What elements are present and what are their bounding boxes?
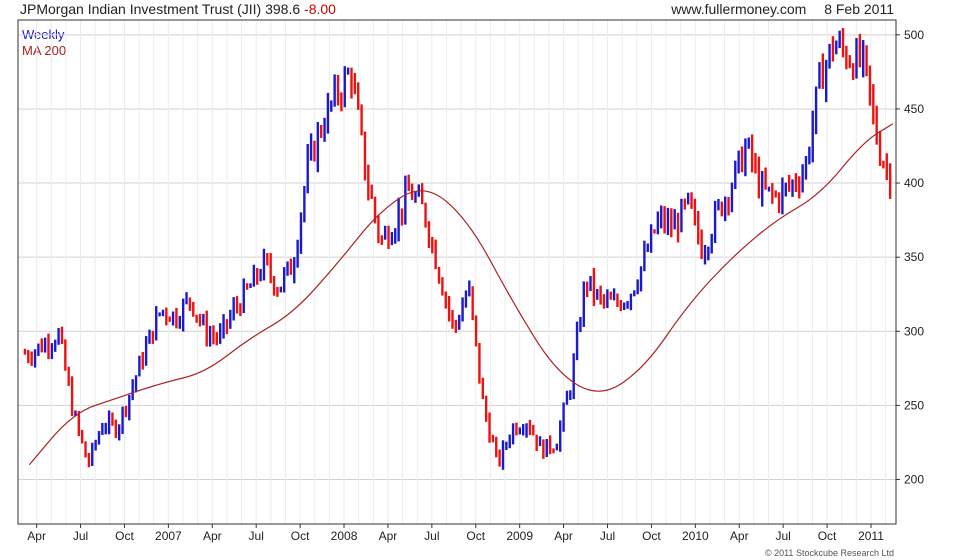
x-tick-label: Apr — [203, 529, 222, 543]
chart-title: JPMorgan Indian Investment Trust (JII) — [20, 1, 262, 17]
x-tick-label: Oct — [466, 529, 485, 543]
source-url: www.fullermoney.com — [671, 1, 807, 17]
y-tick-label: 500 — [904, 28, 924, 42]
x-tick-label: 2010 — [682, 529, 709, 543]
x-tick-label: Apr — [379, 529, 398, 543]
price-change: -8.00 — [304, 1, 336, 17]
chart-date: 8 Feb 2011 — [824, 1, 894, 17]
y-tick-label: 450 — [904, 102, 924, 116]
x-tick-label: Jul — [249, 529, 264, 543]
plot-frame — [17, 19, 897, 525]
x-tick-label: Jul — [424, 529, 439, 543]
y-tick-label: 350 — [904, 250, 924, 264]
x-tick-label: 2009 — [506, 529, 533, 543]
last-price: 398.6 — [265, 1, 301, 17]
x-tick-label: 2008 — [331, 529, 358, 543]
x-tick-label: Oct — [642, 529, 661, 543]
chart-header-left: JPMorgan Indian Investment Trust (JII) 3… — [20, 1, 336, 17]
x-tick-label: Apr — [27, 529, 46, 543]
x-tick-label: Apr — [730, 529, 749, 543]
chart-header-right: www.fullermoney.com 8 Feb 2011 — [657, 1, 894, 17]
x-tick-label: 2011 — [858, 529, 884, 543]
x-tick-label: Jul — [600, 529, 615, 543]
x-tick-label: Jul — [73, 529, 88, 543]
ma200-line — [28, 123, 894, 466]
y-tick-label: 400 — [904, 176, 924, 190]
x-tick-label: Apr — [554, 529, 573, 543]
x-tick-label: 2007 — [155, 529, 182, 543]
y-tick-label: 300 — [904, 324, 924, 338]
x-tick-label: Oct — [115, 529, 134, 543]
x-tick-label: Oct — [291, 529, 310, 543]
y-tick-label: 250 — [904, 398, 924, 412]
legend-ma200: MA 200 — [22, 43, 67, 58]
x-tick-label: Oct — [818, 529, 837, 543]
y-tick-label: 200 — [904, 473, 924, 487]
copyright-notice: © 2011 Stockcube Research Ltd — [764, 548, 894, 558]
x-tick-label: Jul — [775, 529, 790, 543]
